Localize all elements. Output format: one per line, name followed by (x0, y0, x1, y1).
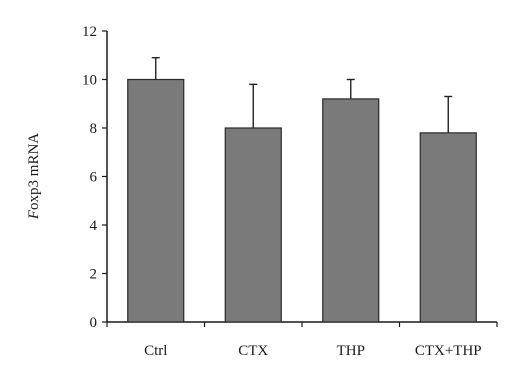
bar-ctx (224, 127, 282, 323)
x-category-label: CTX+THP (415, 343, 482, 359)
y-tick-label: 12 (82, 24, 97, 40)
x-labels-group: Ctrl CTX THP CTX+THP (144, 343, 482, 359)
y-axis-label: Foxp3 mRNA (26, 133, 42, 220)
y-tick-label: 0 (90, 315, 98, 331)
x-category-label: THP (337, 343, 365, 359)
y-tick-label: 8 (90, 121, 98, 137)
y-tick-label: 6 (90, 170, 98, 186)
error-bars-group (151, 56, 453, 133)
y-tick-label: 10 (82, 73, 97, 89)
y-ticks-group: 0 2 4 6 8 10 12 (82, 24, 107, 331)
bar-ctrl (127, 78, 185, 323)
x-category-label: Ctrl (144, 343, 167, 359)
x-category-label: CTX (238, 343, 268, 359)
bar-ctx-thp (419, 132, 477, 323)
y-tick-label: 4 (90, 218, 98, 234)
y-tick-label: 2 (90, 267, 98, 283)
bars-group (127, 78, 477, 323)
bar-thp (322, 98, 380, 323)
